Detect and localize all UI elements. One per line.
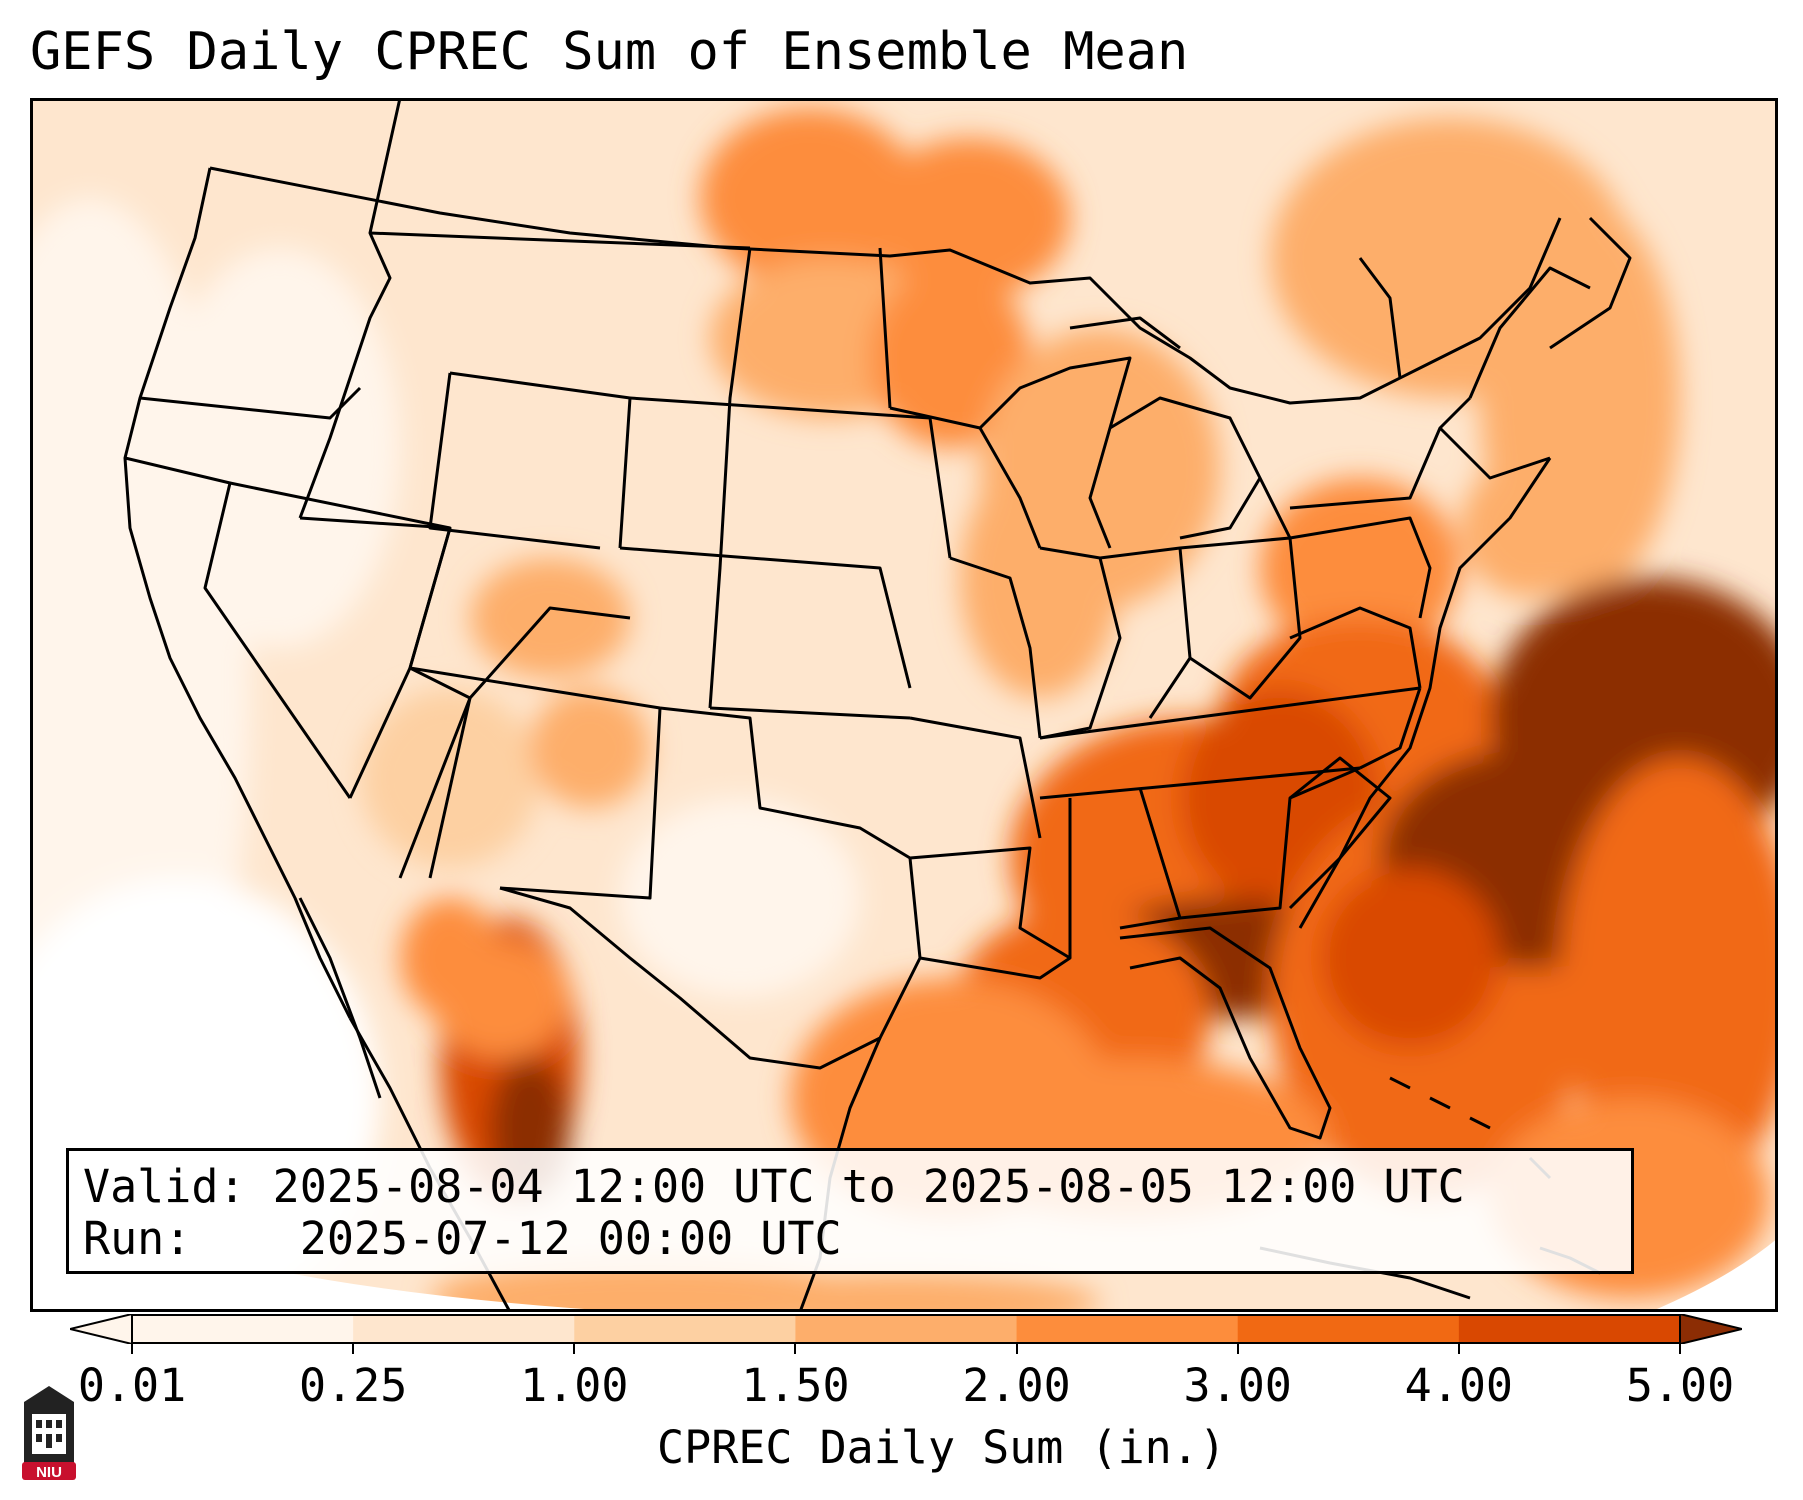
colorbar-tick-label: 0.01 — [77, 1359, 187, 1412]
precipitation-map — [30, 98, 1778, 1312]
valid-run-info-box: Valid: 2025-08-04 12:00 UTC to 2025-08-0… — [66, 1148, 1634, 1274]
colorbar-tick-mark — [131, 1344, 133, 1354]
colorbar-tick-mark — [1679, 1344, 1681, 1354]
colorbar — [70, 1314, 1742, 1344]
colorbar-segment — [574, 1314, 796, 1344]
colorbar-segment — [1237, 1314, 1460, 1344]
precip-cell — [530, 688, 650, 808]
precip-cell — [360, 688, 540, 868]
precip-cell — [1320, 868, 1500, 1048]
precip-cell — [960, 458, 1120, 698]
precip-cell — [870, 268, 1030, 448]
colorbar-tick-label: 3.00 — [1183, 1359, 1292, 1412]
colorbar-tick-label: 1.00 — [520, 1359, 629, 1412]
colorbar-tick-mark — [573, 1344, 576, 1354]
colorbar-segment — [132, 1314, 354, 1344]
run-line: Run: 2025-07-12 00:00 UTC — [83, 1213, 842, 1265]
colorbar-tick-mark — [794, 1344, 797, 1354]
colorbar-tick-label: 5.00 — [1625, 1359, 1735, 1412]
colorbar-tick-label: 2.00 — [962, 1359, 1071, 1412]
precip-cell — [470, 558, 630, 678]
colorbar-tick-mark — [352, 1344, 355, 1354]
colorbar-segment — [353, 1314, 575, 1344]
valid-line: Valid: 2025-08-04 12:00 UTC to 2025-08-0… — [83, 1161, 1465, 1213]
colorbar-tick-mark — [1015, 1344, 1018, 1354]
projection-edge-right — [1650, 1238, 1778, 1312]
colorbar-segment — [1016, 1314, 1239, 1344]
map-border — [30, 98, 1778, 1312]
precip-cell — [160, 248, 400, 648]
state-borders — [123, 98, 1632, 1312]
colorbar-extend-min — [70, 1314, 133, 1344]
precip-shading — [30, 108, 1778, 1312]
page-title: GEFS Daily CPREC Sum of Ensemble Mean — [30, 22, 1189, 82]
colorbar-tick-mark — [1236, 1344, 1239, 1354]
colorbar-segment — [1458, 1314, 1681, 1344]
valid-label: Valid: — [83, 1160, 246, 1213]
precip-cell — [1260, 478, 1460, 658]
precip-cell — [620, 798, 860, 998]
colorbar-tick-label: 1.50 — [741, 1359, 850, 1412]
colorbar-extend-max — [1679, 1314, 1742, 1344]
precip-cell — [700, 1273, 1100, 1312]
run-label: Run: — [83, 1212, 192, 1265]
precip-cell — [700, 108, 920, 288]
precip-cell — [400, 898, 500, 1018]
precip-cell — [1560, 758, 1778, 1198]
colorbar-segment — [795, 1314, 1018, 1344]
precip-cell — [1460, 458, 1600, 598]
valid-value: 2025-08-04 12:00 UTC to 2025-08-05 12:00… — [272, 1160, 1465, 1213]
projection-edge-left — [30, 1198, 630, 1312]
colorbar-tick-mark — [1457, 1344, 1460, 1354]
colorbar-tick-label: 0.25 — [298, 1359, 408, 1412]
colorbar-tick-label: 4.00 — [1404, 1359, 1514, 1412]
colorbar-label: CPREC Daily Sum (in.) — [657, 1421, 1226, 1474]
run-value: 2025-07-12 00:00 UTC — [299, 1212, 842, 1265]
logo-text: NIU — [36, 1464, 62, 1480]
university-tower-icon: NIU — [22, 1386, 76, 1480]
precip-cell — [870, 138, 1070, 298]
